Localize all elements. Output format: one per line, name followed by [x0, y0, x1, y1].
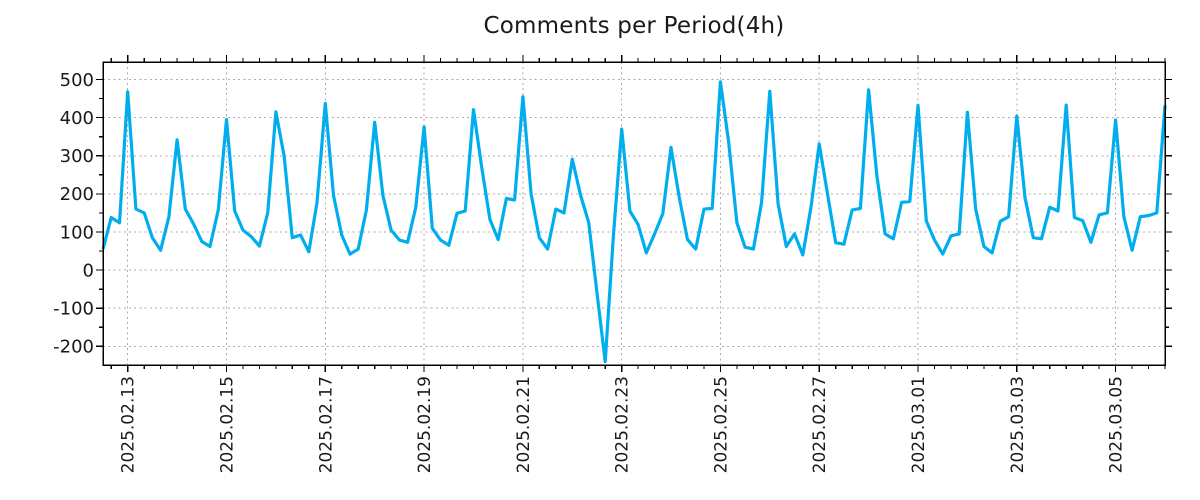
x-tick-label: 2025.03.01 — [909, 376, 929, 473]
x-tick-label: 2025.02.27 — [810, 376, 830, 473]
x-tick-label: 2025.02.17 — [316, 376, 336, 473]
y-tick-label: 0 — [83, 260, 94, 281]
x-tick-label: 2025.02.25 — [711, 376, 731, 473]
x-tick-label: 2025.02.19 — [415, 376, 435, 473]
y-tick-label: 500 — [60, 70, 94, 91]
y-tick-label: 200 — [60, 184, 94, 205]
y-tick-label: 300 — [60, 146, 94, 167]
axis-labels: -200 -100 0 100 200 300 400 500 2025.02.13 2025.0… — [53, 70, 1126, 474]
y-tick-label: -200 — [53, 337, 94, 358]
x-tick-label: 2025.03.03 — [1008, 376, 1028, 473]
x-tick-label: 2025.02.23 — [613, 376, 633, 473]
y-tick-label: -100 — [53, 299, 94, 320]
x-tick-label: 2025.02.15 — [218, 376, 238, 473]
chart-title: Comments per Period(4h) — [483, 13, 785, 39]
data-line-comments-per-4h — [101, 80, 1167, 364]
x-tick-label: 2025.02.13 — [119, 376, 139, 473]
x-tick-label: 2025.02.21 — [514, 376, 534, 473]
y-tick-label: 400 — [60, 108, 94, 129]
plot-frame — [102, 61, 1166, 366]
y-tick-label: 100 — [60, 222, 94, 243]
x-tick-label: 2025.03.05 — [1107, 376, 1127, 473]
